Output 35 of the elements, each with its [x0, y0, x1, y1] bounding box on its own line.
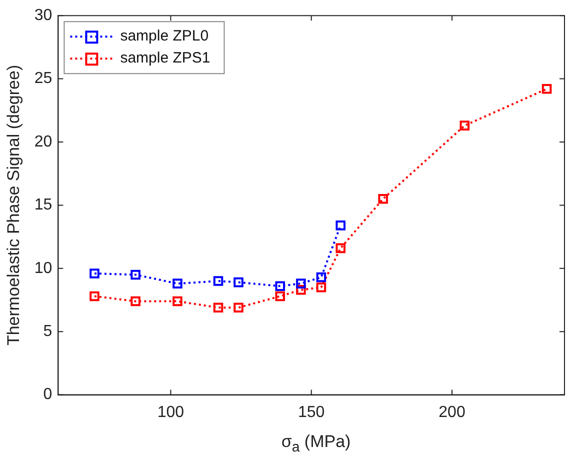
- y-tick-label: 10: [34, 260, 52, 277]
- point: [130, 270, 140, 280]
- legend-label: sample ZPS1: [120, 50, 210, 67]
- point: [296, 278, 306, 288]
- x-axis-title: σ$_{a}$ (MPa): [280, 432, 352, 456]
- point: [542, 84, 552, 94]
- y-tick-label: 20: [34, 133, 52, 150]
- point: [90, 268, 100, 278]
- point: [213, 276, 224, 286]
- y-tick-label: 30: [34, 7, 52, 24]
- point: [90, 291, 100, 302]
- point: [275, 281, 286, 291]
- x-tick-label: 100: [157, 404, 184, 421]
- point: [460, 120, 470, 130]
- point: [234, 302, 244, 312]
- x-tick-label: 200: [438, 404, 466, 421]
- point: [336, 243, 346, 254]
- point: [316, 282, 326, 292]
- point: [316, 272, 326, 282]
- point: [234, 277, 244, 288]
- y-axis-title: Thermoelastic Phase Signal (degree): [4, 64, 23, 346]
- y-tick-label: 25: [34, 70, 52, 88]
- point: [213, 302, 224, 312]
- y-tick-label: 15: [34, 196, 52, 214]
- point: [172, 296, 182, 306]
- point: [336, 220, 346, 230]
- point: [130, 296, 140, 306]
- x-tick-label: 150: [298, 404, 325, 421]
- point: [275, 291, 286, 302]
- y-tick-label: 5: [43, 323, 52, 340]
- point: [378, 194, 388, 204]
- legend-label: sample ZPL0: [120, 28, 209, 45]
- point: [172, 278, 182, 288]
- point: [296, 285, 306, 295]
- y-tick-label: 0: [43, 386, 52, 404]
